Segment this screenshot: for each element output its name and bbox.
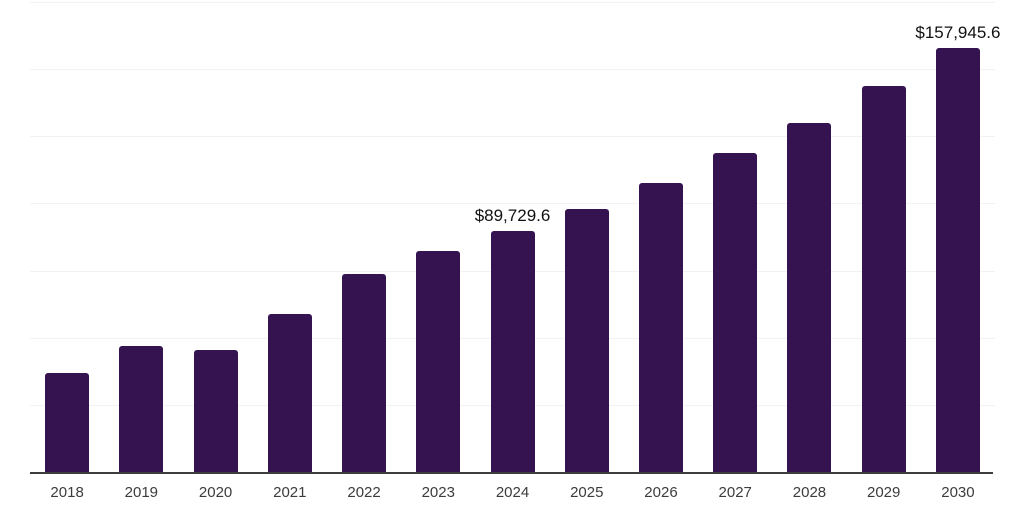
x-axis-label: 2024 [495, 484, 530, 501]
bar-slot [550, 2, 624, 472]
plot-area: $89,729.6 $157,945.6 [30, 2, 1000, 472]
x-axis-label: 2021 [273, 484, 307, 501]
x-axis-label: 2028 [792, 484, 827, 501]
x-axis-label: 2027 [718, 484, 752, 501]
bar-slot [698, 2, 772, 472]
bars-row: $89,729.6 $157,945.6 [30, 2, 1000, 472]
x-axis-label: 2018 [50, 484, 84, 501]
bar-slot: $157,945.6 [915, 2, 1000, 472]
x-axis-label: 2022 [347, 484, 381, 501]
gridline [30, 136, 995, 138]
bar-slot: $89,729.6 [474, 2, 551, 472]
bar-2023 [416, 251, 461, 472]
bar-2030 [935, 47, 980, 472]
bar-2019 [119, 346, 164, 472]
x-axis-label: 2030 [941, 484, 975, 501]
bar-slot [401, 2, 475, 472]
bar-value-label: $157,945.6 [915, 22, 1001, 42]
bar-2022 [342, 274, 387, 472]
x-axis-line [30, 472, 993, 474]
bar-2028 [787, 122, 832, 472]
x-axis-labels: 2018 2019 2020 2021 2022 2023 2024 2025 2026 2027… [30, 484, 995, 501]
x-axis-label: 2023 [421, 484, 455, 501]
bar-2021 [267, 314, 312, 472]
x-axis-label: 2020 [198, 484, 233, 501]
x-axis-label: 2026 [644, 484, 678, 501]
bar-value-label: $89,729.6 [474, 206, 551, 226]
bar-slot [253, 2, 327, 472]
gridline [30, 69, 995, 71]
bar-2018 [45, 372, 90, 472]
bar-slot [624, 2, 698, 472]
bar-2027 [713, 152, 758, 472]
x-axis-label: 2019 [124, 484, 159, 501]
bar-slot [327, 2, 401, 472]
bar-slot [178, 2, 252, 472]
x-axis-label: 2029 [867, 484, 901, 501]
bar-2024 [490, 231, 535, 472]
x-axis-label: 2025 [570, 484, 604, 501]
bar-2026 [638, 182, 683, 472]
gridline [30, 203, 995, 205]
bar-2029 [861, 86, 906, 472]
bar-slot [104, 2, 178, 472]
gridline [30, 2, 995, 3]
bar-slot [772, 2, 846, 472]
bar-2025 [564, 208, 609, 472]
bar-slot [30, 2, 104, 472]
bar-slot [847, 2, 921, 472]
bar-2020 [193, 350, 238, 472]
